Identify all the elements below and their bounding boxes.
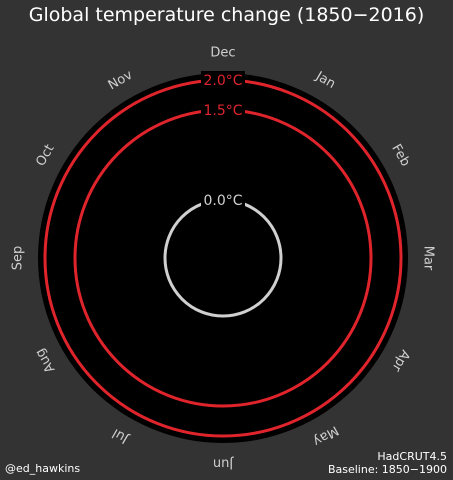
month-label-apr: Apr (388, 347, 413, 375)
author-credit: @ed_hawkins (5, 462, 81, 475)
month-label-may: May (310, 422, 341, 449)
month-label-oct: Oct (33, 142, 57, 169)
month-label-feb: Feb (388, 142, 413, 169)
month-label-nov: Nov (106, 67, 136, 93)
month-label-jul: Jul (110, 425, 132, 446)
dataset-label: HadCRUT4.5 (377, 450, 447, 463)
month-label-dec: Dec (210, 46, 235, 61)
chart-disc (38, 73, 408, 443)
chart-title: Global temperature change (1850−2016) (28, 4, 425, 26)
month-label-mar: Mar (421, 246, 436, 271)
month-label-jan: Jan (312, 68, 338, 92)
month-label-aug: Aug (33, 346, 59, 375)
ring-label-bg (201, 71, 245, 89)
ring-label: 2.0°C (203, 73, 242, 89)
ring-label-bg (201, 101, 245, 119)
baseline-label: Baseline: 1850−1900 (327, 463, 447, 476)
month-label-jun: Jun (213, 456, 234, 471)
month-label-sep: Sep (11, 246, 26, 271)
ring-label: 1.5°C (203, 103, 242, 119)
ring-label-bg (201, 191, 245, 209)
ring-label: 0.0°C (203, 193, 242, 209)
source-info: HadCRUT4.5 Baseline: 1850−1900 (328, 450, 447, 476)
